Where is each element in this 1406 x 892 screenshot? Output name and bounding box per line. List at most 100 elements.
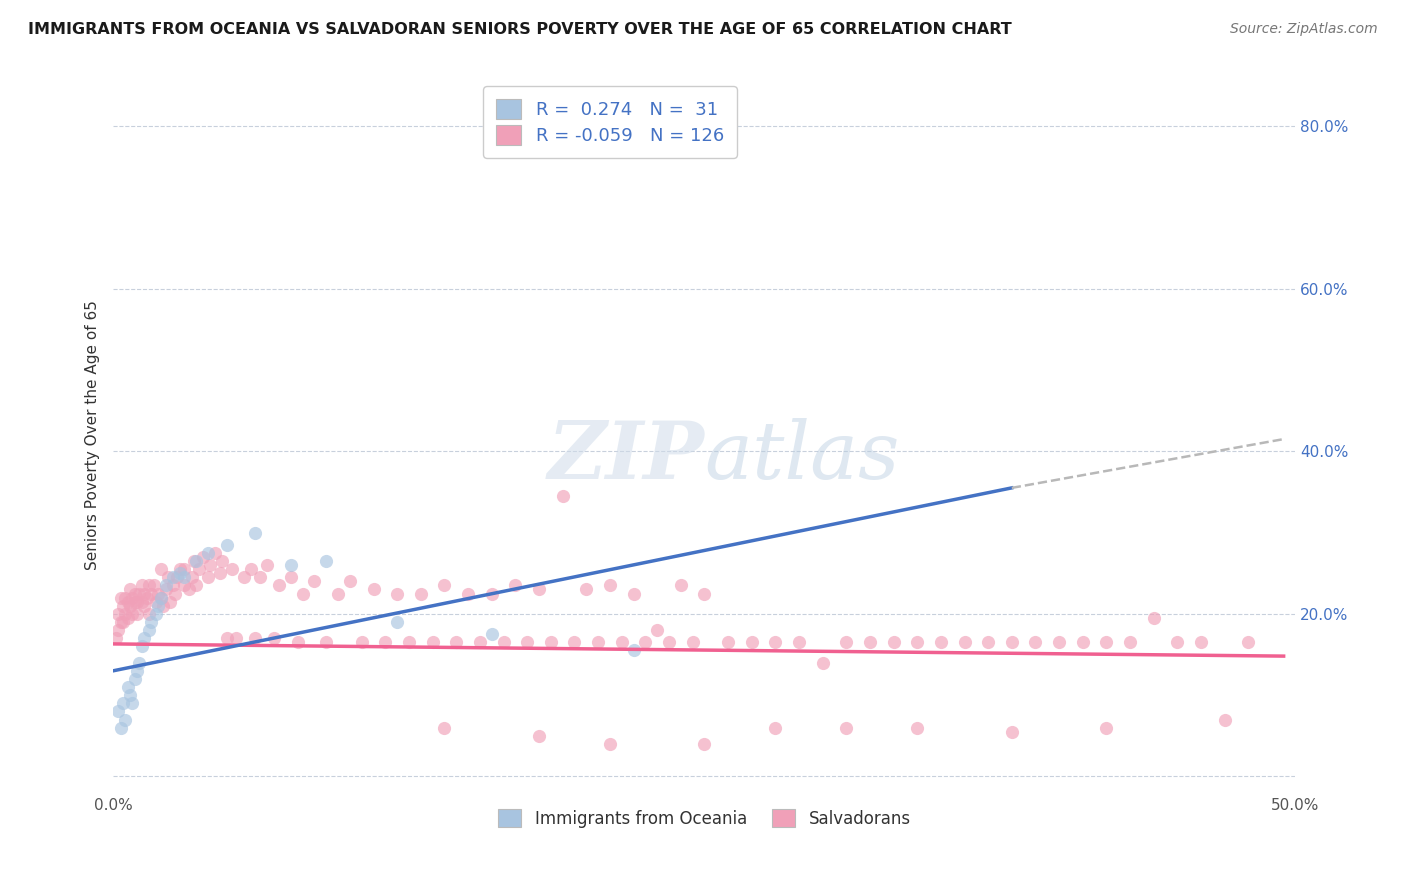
Point — [118, 582, 141, 597]
Point — [225, 632, 247, 646]
Point — [787, 635, 810, 649]
Point — [953, 635, 976, 649]
Point — [527, 582, 550, 597]
Point — [409, 586, 432, 600]
Point — [245, 525, 267, 540]
Point — [107, 705, 129, 719]
Point — [658, 635, 681, 649]
Point — [564, 635, 586, 649]
Point — [114, 607, 136, 621]
Point — [363, 582, 385, 597]
Point — [492, 635, 515, 649]
Point — [121, 607, 143, 621]
Point — [152, 599, 174, 613]
Point — [374, 635, 396, 649]
Point — [599, 578, 621, 592]
Point — [148, 599, 170, 613]
Point — [1024, 635, 1046, 649]
Point — [121, 591, 143, 605]
Point — [173, 562, 195, 576]
Point — [645, 623, 668, 637]
Point — [141, 586, 163, 600]
Point — [304, 574, 326, 589]
Point — [1071, 635, 1094, 649]
Point — [385, 586, 408, 600]
Point — [124, 672, 146, 686]
Point — [141, 615, 163, 629]
Point — [124, 595, 146, 609]
Point — [221, 562, 243, 576]
Point — [197, 570, 219, 584]
Point — [186, 578, 208, 592]
Point — [114, 591, 136, 605]
Point — [127, 607, 149, 621]
Point — [741, 635, 763, 649]
Point — [763, 721, 786, 735]
Point — [315, 554, 337, 568]
Point — [835, 721, 858, 735]
Y-axis label: Seniors Poverty Over the Age of 65: Seniors Poverty Over the Age of 65 — [86, 300, 100, 570]
Point — [114, 713, 136, 727]
Point — [149, 562, 172, 576]
Point — [527, 729, 550, 743]
Point — [204, 546, 226, 560]
Point — [763, 635, 786, 649]
Point — [110, 721, 132, 735]
Point — [117, 680, 139, 694]
Point — [127, 595, 149, 609]
Point — [1189, 635, 1212, 649]
Point — [118, 688, 141, 702]
Point — [149, 591, 172, 605]
Point — [159, 595, 181, 609]
Point — [107, 607, 129, 621]
Point — [682, 635, 704, 649]
Point — [540, 635, 562, 649]
Point — [162, 570, 184, 584]
Point — [155, 582, 177, 597]
Point — [134, 632, 156, 646]
Point — [516, 635, 538, 649]
Point — [163, 586, 186, 600]
Text: atlas: atlas — [704, 417, 900, 495]
Point — [128, 656, 150, 670]
Point — [215, 538, 238, 552]
Point — [1213, 713, 1236, 727]
Point — [110, 591, 132, 605]
Point — [586, 635, 609, 649]
Point — [1119, 635, 1142, 649]
Point — [1143, 611, 1166, 625]
Point — [623, 586, 645, 600]
Point — [111, 615, 134, 629]
Point — [149, 591, 172, 605]
Point — [623, 643, 645, 657]
Point — [929, 635, 952, 649]
Point — [156, 570, 179, 584]
Point — [315, 635, 337, 649]
Point — [211, 554, 233, 568]
Text: Source: ZipAtlas.com: Source: ZipAtlas.com — [1230, 22, 1378, 37]
Point — [468, 635, 491, 649]
Point — [859, 635, 882, 649]
Point — [267, 578, 290, 592]
Point — [128, 586, 150, 600]
Point — [145, 607, 167, 621]
Point — [155, 578, 177, 592]
Point — [693, 119, 716, 133]
Point — [117, 611, 139, 625]
Point — [905, 635, 928, 649]
Point — [180, 570, 202, 584]
Point — [398, 635, 420, 649]
Point — [166, 570, 188, 584]
Point — [215, 632, 238, 646]
Text: IMMIGRANTS FROM OCEANIA VS SALVADORAN SENIORS POVERTY OVER THE AGE OF 65 CORRELA: IMMIGRANTS FROM OCEANIA VS SALVADORAN SE… — [28, 22, 1012, 37]
Point — [693, 737, 716, 751]
Point — [239, 562, 262, 576]
Point — [145, 595, 167, 609]
Point — [1095, 721, 1118, 735]
Point — [977, 635, 1000, 649]
Point — [575, 582, 598, 597]
Point — [162, 578, 184, 592]
Point — [326, 586, 349, 600]
Point — [883, 635, 905, 649]
Point — [1001, 635, 1024, 649]
